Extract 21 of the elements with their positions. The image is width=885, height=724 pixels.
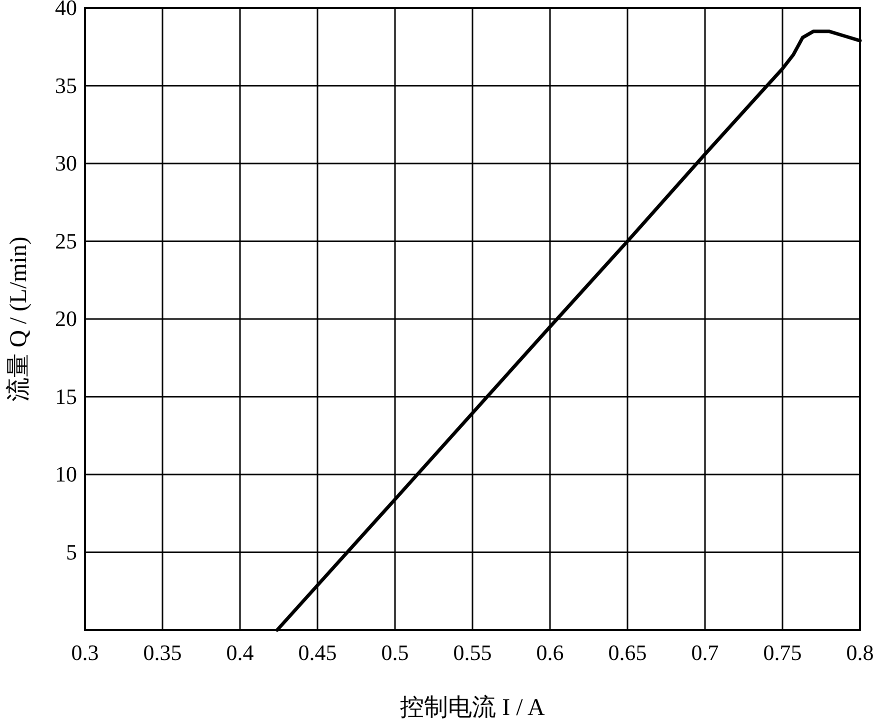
x-tick-label: 0.6 — [536, 640, 564, 665]
x-tick-label: 0.75 — [763, 640, 802, 665]
x-tick-label: 0.35 — [143, 640, 182, 665]
y-tick-label: 35 — [55, 72, 77, 98]
y-tick-label: 25 — [55, 228, 77, 254]
x-tick-label: 0.4 — [226, 640, 254, 665]
y-tick-label: 10 — [55, 462, 77, 486]
y-tick-label: 40 — [55, 0, 77, 20]
y-tick-label: 20 — [55, 306, 77, 331]
y-tick-label: 30 — [55, 150, 77, 176]
x-tick-label: 0.65 — [608, 640, 647, 665]
x-tick-label: 0.8 — [846, 640, 874, 665]
y-tick-label: 5 — [66, 539, 77, 564]
x-axis-title: 控制电流 I / A — [400, 694, 546, 721]
y-tick-label: 15 — [55, 384, 77, 409]
x-tick-label: 0.3 — [71, 640, 99, 665]
x-tick-label: 0.45 — [298, 640, 337, 665]
x-tick-label: 0.5 — [381, 640, 409, 665]
x-tick-label: 0.55 — [453, 640, 492, 665]
y-axis-title: 流量 Q / (L/min) — [5, 236, 32, 402]
x-tick-label: 0.7 — [691, 640, 719, 665]
